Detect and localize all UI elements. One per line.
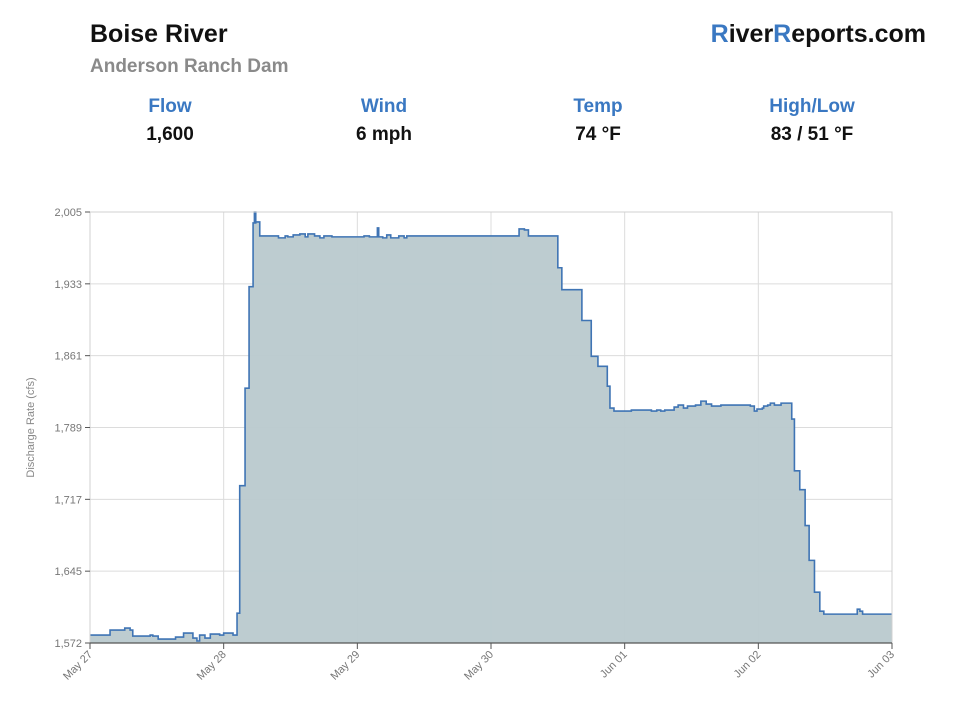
x-tick-label: Jun 02 xyxy=(732,649,764,681)
stat-temp: Temp 74 °F xyxy=(518,96,678,146)
y-tick-label: 1,933 xyxy=(54,279,82,291)
x-tick-label: Jun 03 xyxy=(865,649,897,681)
stat-wind: Wind 6 mph xyxy=(304,96,464,146)
stats-row: Flow 1,600 Wind 6 mph Temp 74 °F High/Lo… xyxy=(0,96,960,156)
stat-label: High/Low xyxy=(769,96,855,117)
brand-text-part: eports.com xyxy=(791,20,926,48)
stat-value: 74 °F xyxy=(575,124,621,145)
y-tick-label: 1,717 xyxy=(54,494,82,506)
brand-logo[interactable]: RiverReports.com xyxy=(711,20,926,49)
brand-r-letter: R xyxy=(773,20,792,48)
y-tick-label: 1,861 xyxy=(54,351,82,363)
stat-value: 1,600 xyxy=(146,124,194,145)
y-tick-label: 1,789 xyxy=(54,423,82,435)
y-axis-label: Discharge Rate (cfs) xyxy=(25,377,37,477)
x-tick-label: May 29 xyxy=(328,649,362,683)
x-tick-label: May 30 xyxy=(462,649,496,683)
discharge-area xyxy=(90,212,892,643)
y-tick-label: 1,645 xyxy=(54,566,82,578)
x-axis-ticks: May 27 May 28 May 29 May 30 Jun 01 Jun 02 Jun … xyxy=(61,642,897,683)
stat-high-low: High/Low 83 / 51 °F xyxy=(732,96,892,146)
river-title: Boise River xyxy=(90,20,228,48)
y-tick-label: 2,005 xyxy=(54,207,82,219)
x-tick-label: Jun 01 xyxy=(598,649,630,681)
brand-text-part: iver xyxy=(728,20,774,48)
y-tick-label: 1,572 xyxy=(54,638,82,650)
stat-value: 83 / 51 °F xyxy=(770,124,854,145)
discharge-line xyxy=(90,211,892,642)
y-axis-ticks: 1,572 1,645 1,717 1,789 1,861 1,933 2,005 xyxy=(54,207,90,650)
x-tick-label: May 28 xyxy=(195,649,229,683)
brand-r-letter: R xyxy=(710,20,729,48)
stat-flow: Flow 1,600 xyxy=(90,96,250,146)
stat-label: Temp xyxy=(573,96,623,117)
x-tick-label: May 27 xyxy=(61,649,95,683)
stat-value: 6 mph xyxy=(356,124,412,145)
stat-label: Wind xyxy=(360,96,408,117)
stat-label: Flow xyxy=(148,96,192,117)
station-subtitle: Anderson Ranch Dam xyxy=(90,56,289,77)
